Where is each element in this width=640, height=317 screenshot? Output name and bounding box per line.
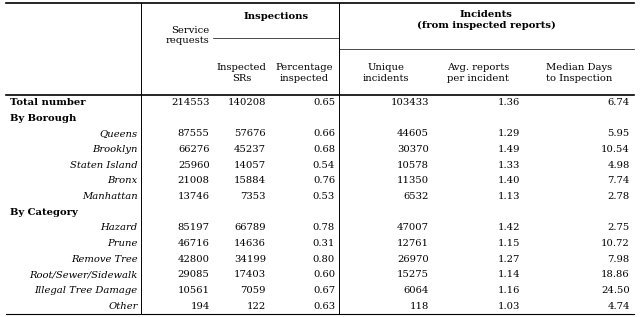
Text: 5.95: 5.95	[607, 129, 630, 139]
Text: 0.66: 0.66	[313, 129, 335, 139]
Text: 46716: 46716	[178, 239, 210, 248]
Text: Manhattan: Manhattan	[82, 192, 138, 201]
Text: 0.60: 0.60	[313, 270, 335, 279]
Text: Other: Other	[108, 301, 138, 311]
Text: 15884: 15884	[234, 176, 266, 185]
Text: Brooklyn: Brooklyn	[92, 145, 138, 154]
Text: 15275: 15275	[397, 270, 429, 279]
Text: Remove Tree: Remove Tree	[71, 255, 138, 263]
Text: 214553: 214553	[171, 98, 210, 107]
Text: Unique
incidents: Unique incidents	[363, 63, 409, 82]
Text: 7.74: 7.74	[607, 176, 630, 185]
Text: Prune: Prune	[107, 239, 138, 248]
Text: 4.74: 4.74	[607, 301, 630, 311]
Text: 30370: 30370	[397, 145, 429, 154]
Text: 1.40: 1.40	[497, 176, 520, 185]
Text: 66276: 66276	[178, 145, 210, 154]
Text: By Category: By Category	[10, 208, 78, 217]
Text: 0.65: 0.65	[313, 98, 335, 107]
Text: 122: 122	[247, 301, 266, 311]
Text: 10.54: 10.54	[601, 145, 630, 154]
Text: 10578: 10578	[397, 161, 429, 170]
Text: Service
requests: Service requests	[166, 26, 210, 45]
Text: Illegal Tree Damage: Illegal Tree Damage	[35, 286, 138, 295]
Text: 66789: 66789	[234, 223, 266, 232]
Text: 26970: 26970	[397, 255, 429, 263]
Text: Inspections: Inspections	[244, 12, 308, 22]
Text: 4.98: 4.98	[607, 161, 630, 170]
Text: Inspected
SRs: Inspected SRs	[217, 63, 266, 82]
Text: 42800: 42800	[178, 255, 210, 263]
Text: 12761: 12761	[397, 239, 429, 248]
Text: 1.03: 1.03	[498, 301, 520, 311]
Text: 6.74: 6.74	[607, 98, 630, 107]
Text: 13746: 13746	[178, 192, 210, 201]
Text: 87555: 87555	[178, 129, 210, 139]
Text: 85197: 85197	[178, 223, 210, 232]
Text: 18.86: 18.86	[601, 270, 630, 279]
Text: 1.14: 1.14	[497, 270, 520, 279]
Text: Queens: Queens	[99, 129, 138, 139]
Text: 6064: 6064	[404, 286, 429, 295]
Text: 47007: 47007	[397, 223, 429, 232]
Text: 2.78: 2.78	[607, 192, 630, 201]
Text: 0.80: 0.80	[313, 255, 335, 263]
Text: Median Days
to Inspection: Median Days to Inspection	[545, 63, 612, 82]
Text: 194: 194	[190, 301, 210, 311]
Text: By Borough: By Borough	[10, 114, 77, 123]
Text: 2.75: 2.75	[607, 223, 630, 232]
Text: 45237: 45237	[234, 145, 266, 154]
Text: 1.42: 1.42	[497, 223, 520, 232]
Text: 14057: 14057	[234, 161, 266, 170]
Text: 34199: 34199	[234, 255, 266, 263]
Text: 140208: 140208	[228, 98, 266, 107]
Text: 0.54: 0.54	[313, 161, 335, 170]
Text: 6532: 6532	[404, 192, 429, 201]
Text: Percentage
inspected: Percentage inspected	[275, 63, 333, 82]
Text: 57676: 57676	[234, 129, 266, 139]
Text: 14636: 14636	[234, 239, 266, 248]
Text: Root/Sewer/Sidewalk: Root/Sewer/Sidewalk	[29, 270, 138, 279]
Text: 7059: 7059	[241, 286, 266, 295]
Text: 1.27: 1.27	[498, 255, 520, 263]
Text: 1.33: 1.33	[498, 161, 520, 170]
Text: Incidents
(from inspected reports): Incidents (from inspected reports)	[417, 10, 556, 30]
Text: 7.98: 7.98	[607, 255, 630, 263]
Text: Total number: Total number	[10, 98, 86, 107]
Text: 25960: 25960	[178, 161, 210, 170]
Text: 1.49: 1.49	[497, 145, 520, 154]
Text: Bronx: Bronx	[108, 176, 138, 185]
Text: 1.36: 1.36	[498, 98, 520, 107]
Text: 10.72: 10.72	[601, 239, 630, 248]
Text: 1.13: 1.13	[497, 192, 520, 201]
Text: 24.50: 24.50	[601, 286, 630, 295]
Text: 44605: 44605	[397, 129, 429, 139]
Text: 0.63: 0.63	[313, 301, 335, 311]
Text: 11350: 11350	[397, 176, 429, 185]
Text: 0.67: 0.67	[313, 286, 335, 295]
Text: 118: 118	[410, 301, 429, 311]
Text: Avg. reports
per incident: Avg. reports per incident	[447, 63, 509, 82]
Text: 103433: 103433	[390, 98, 429, 107]
Text: 0.76: 0.76	[313, 176, 335, 185]
Text: 17403: 17403	[234, 270, 266, 279]
Text: Hazard: Hazard	[100, 223, 138, 232]
Text: 21008: 21008	[178, 176, 210, 185]
Text: 0.78: 0.78	[313, 223, 335, 232]
Text: 0.53: 0.53	[313, 192, 335, 201]
Text: 1.15: 1.15	[497, 239, 520, 248]
Text: 10561: 10561	[178, 286, 210, 295]
Text: 0.68: 0.68	[313, 145, 335, 154]
Text: 29085: 29085	[178, 270, 210, 279]
Text: 1.29: 1.29	[498, 129, 520, 139]
Text: 1.16: 1.16	[498, 286, 520, 295]
Text: Staten Island: Staten Island	[70, 161, 138, 170]
Text: 0.31: 0.31	[313, 239, 335, 248]
Text: 7353: 7353	[241, 192, 266, 201]
